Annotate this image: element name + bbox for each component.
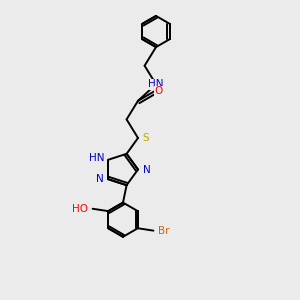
Text: HN: HN — [89, 153, 104, 163]
Text: N: N — [96, 174, 104, 184]
Text: Br: Br — [158, 226, 170, 236]
Text: N: N — [142, 164, 150, 175]
Text: HN: HN — [148, 79, 164, 89]
Text: O: O — [154, 86, 163, 96]
Text: HO: HO — [72, 204, 88, 214]
Text: S: S — [142, 133, 148, 143]
